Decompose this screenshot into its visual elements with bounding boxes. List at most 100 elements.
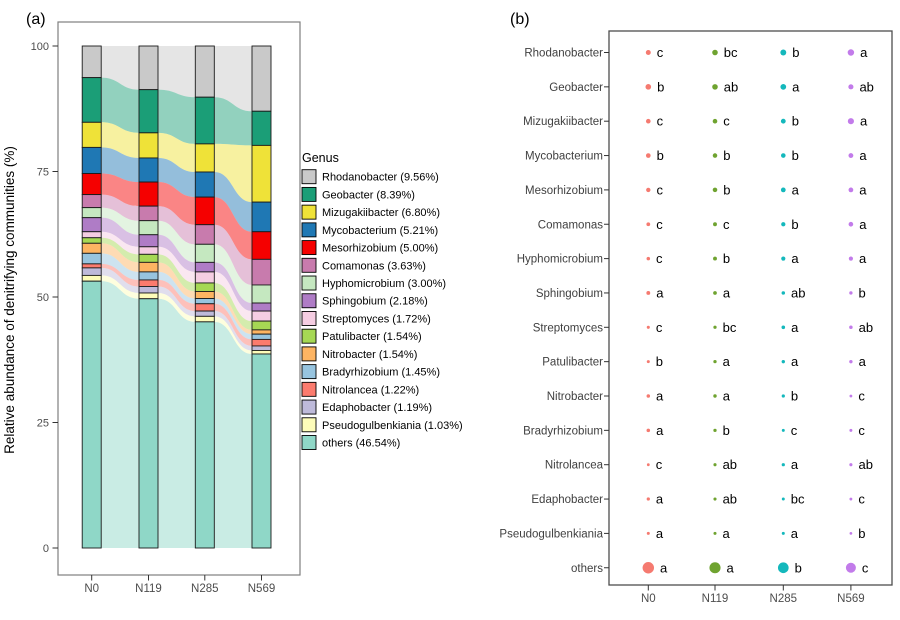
abundance-dot xyxy=(646,291,651,295)
abundance-dot xyxy=(848,256,853,261)
legend-item: Pseudogulbenkiania (1.03%) xyxy=(301,417,463,433)
bar-segment xyxy=(194,291,215,299)
significance-letter: c xyxy=(723,114,730,129)
abundance-dot xyxy=(713,325,717,329)
flow-ribbon xyxy=(214,197,252,260)
abundance-dot xyxy=(777,562,789,574)
flow-ribbon xyxy=(158,279,196,312)
significance-letter: a xyxy=(656,389,664,404)
bar-segment xyxy=(138,298,159,549)
row-label: Hyphomicrobium xyxy=(517,254,603,266)
abundance-dot xyxy=(713,360,717,364)
legend-swatch xyxy=(301,328,317,344)
legend-item: others (46.54%) xyxy=(301,435,400,450)
bar-segment xyxy=(81,146,102,174)
abundance-dot xyxy=(845,562,856,573)
legend-item-label: Mizugakiibacter (6.80%) xyxy=(322,207,440,219)
bar-segment xyxy=(138,220,159,236)
bar-segment xyxy=(138,132,159,159)
legend-item-label: Mycobacterium (5.21%) xyxy=(322,225,438,237)
significance-letter: b xyxy=(858,526,865,541)
dot-row: Edaphobacter a ab bc c xyxy=(531,492,865,507)
flow-ribbon xyxy=(101,263,139,287)
significance-letter: bc xyxy=(791,492,805,507)
significance-letter: c xyxy=(858,389,865,404)
significance-letter: b xyxy=(795,560,802,575)
abundance-dot xyxy=(713,428,717,432)
x-tick-label: N0 xyxy=(84,583,99,595)
dot-row: Patulibacter b a a a xyxy=(542,354,866,369)
flow-ribbon xyxy=(158,262,196,299)
bar-segment xyxy=(194,315,215,323)
row-label: Rhodanobacter xyxy=(524,48,603,60)
row-label: Mizugakiibacter xyxy=(523,116,603,128)
flow-ribbon xyxy=(214,321,252,548)
row-label: Mycobacterium xyxy=(525,151,603,163)
panel-b-axes: N0 N119 N285 N569 xyxy=(641,585,865,605)
row-label: Nitrobacter xyxy=(547,391,603,403)
stacked-bars xyxy=(81,45,272,549)
bar-segment xyxy=(81,45,102,79)
bar-segment xyxy=(138,261,159,273)
bar-segment xyxy=(138,157,159,183)
flow-ribbon xyxy=(101,122,139,158)
legend-swatch xyxy=(301,275,317,291)
significance-letter: ab xyxy=(724,79,738,94)
row-label: Edaphobacter xyxy=(531,494,603,506)
bar-segment xyxy=(138,279,159,287)
flow-ribbon xyxy=(158,246,196,283)
flow-ribbon xyxy=(214,282,252,330)
significance-letter: a xyxy=(792,79,800,94)
flow-ribbon xyxy=(214,143,252,203)
legend-item-label: Mesorhizobium (5.00%) xyxy=(322,243,438,255)
row-label: Bradyrhizobium xyxy=(523,425,603,437)
row-label: Nitrolancea xyxy=(545,460,604,472)
legend-item: Bradyrhizobium (1.45%) xyxy=(301,364,440,380)
significance-letter: c xyxy=(656,217,663,232)
abundance-dot xyxy=(849,463,853,467)
flow-ribbon xyxy=(101,231,139,255)
significance-letter: a xyxy=(656,423,664,438)
bar-segment xyxy=(194,261,215,273)
abundance-dot xyxy=(645,50,651,55)
bar-segment xyxy=(194,45,215,98)
flow-ribbon xyxy=(101,237,139,263)
abundance-dot xyxy=(781,428,785,432)
significance-letter: b xyxy=(792,45,799,60)
bar-segment xyxy=(138,246,159,255)
abundance-dot xyxy=(709,562,721,574)
significance-letter: a xyxy=(791,526,799,541)
bar-segment xyxy=(81,194,102,209)
flow-ribbon xyxy=(158,254,196,292)
abundance-dot xyxy=(645,153,651,158)
legend-item: Streptomyces (1.72%) xyxy=(301,311,431,326)
abundance-dot xyxy=(646,256,651,261)
significance-letter: b xyxy=(791,389,798,404)
significance-letter: ab xyxy=(859,79,873,94)
flow-ribbon xyxy=(158,271,196,304)
flow-ribbon xyxy=(158,220,196,263)
significance-letter: a xyxy=(727,560,735,575)
dot-row: Hyphomicrobium c b a a xyxy=(517,251,867,266)
legend-swatch xyxy=(301,311,317,326)
abundance-dot xyxy=(781,222,786,227)
panel-b-label: (b) xyxy=(510,11,530,28)
bar-segment xyxy=(194,243,215,263)
abundance-dot xyxy=(780,118,786,124)
flow-ribbon xyxy=(214,303,252,346)
significance-letter: bc xyxy=(724,45,738,60)
abundance-dot xyxy=(713,222,717,227)
abundance-dot xyxy=(849,497,853,501)
significance-letter: c xyxy=(656,457,663,472)
abundance-dot xyxy=(713,531,717,535)
flow-ribbon xyxy=(158,298,196,548)
bar-segment xyxy=(81,237,102,244)
bar-segment xyxy=(194,303,215,312)
genus-legend: Genus Rhodanobacter (9.56%) Geobacter (8.… xyxy=(301,151,463,450)
legend-item-label: Sphingobium (2.18%) xyxy=(322,296,428,308)
legend-title: Genus xyxy=(302,151,339,165)
significance-letter: a xyxy=(656,526,664,541)
significance-letter: b xyxy=(723,251,730,266)
